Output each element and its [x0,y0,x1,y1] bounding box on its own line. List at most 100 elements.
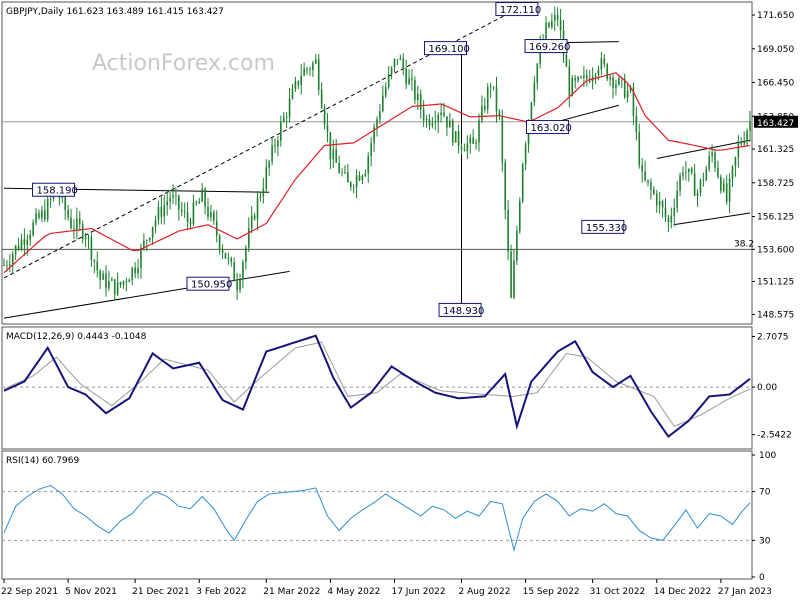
candle-body [43,210,46,220]
candle-body [431,123,434,126]
candle-body [46,199,49,220]
candle-body [379,111,381,120]
price-annotation: 150.950 [186,276,232,291]
price-tick-label: 161.325 [757,145,794,155]
candle-body [623,78,626,98]
x-tick-label: 15 Sep 2022 [523,587,580,597]
candle-body [373,127,375,144]
candle-body [530,102,533,121]
candle-body [699,179,702,193]
candle-body [317,59,320,90]
candle-body [134,267,136,274]
candle-body [315,59,317,64]
candle-body [661,201,664,208]
candle-body [87,237,90,239]
price-tick-label: 169.050 [757,45,794,55]
candle-body [274,144,276,147]
candle-body [169,197,171,202]
candle-body [664,207,667,218]
x-tick-label: 14 Dec 2022 [654,587,712,597]
price-panel-title: GBPJPY,Daily 161.623 163.489 161.415 163… [6,7,224,17]
candle-body [434,122,437,124]
candle-body [6,265,8,266]
price-annotation-label: 150.950 [191,280,232,291]
price-annotation-label: 169.260 [529,42,570,53]
candle-body [472,137,474,144]
candle-body [3,264,5,266]
candle-body [749,121,751,131]
candle-body [734,157,737,167]
candle-body [102,273,104,280]
candle-body [443,112,445,117]
candle-body [504,162,507,210]
candle-body [641,165,643,172]
candle-body [510,251,512,298]
candle-body [731,166,734,179]
x-tick-label: 5 Nov 2021 [65,587,117,597]
candle-body [559,19,562,31]
candle-body [743,141,745,144]
rsi-line [3,484,751,553]
candle-body [300,75,303,86]
candle-body [137,267,139,274]
candle-body [428,119,431,126]
candle-body [545,22,547,42]
candle-body [338,162,340,173]
candle-body [565,54,568,67]
macd-panel-title: MACD(12,26,9) 0.4443 -0.1048 [6,332,147,342]
rsi-tick-label: 70 [759,488,771,498]
candle-body [247,228,250,248]
candle-body [151,226,154,239]
candle-body [323,107,326,125]
price-annotation: 169.260 [524,39,570,54]
candle-body [67,209,69,218]
macd-tick-label: -2.5422 [757,431,792,441]
candle-body [451,120,454,143]
macd-axis: 2.7075 0.00 -2.5422 [752,332,792,441]
candle-body [416,93,419,100]
candle-body [265,167,268,189]
candle-body [460,146,463,150]
candle-body [402,58,405,69]
candle-body [370,143,372,156]
price-tick-label: 151.125 [757,277,794,287]
candle-body [122,281,125,285]
candle-body [297,80,300,86]
candle-body [352,187,355,188]
candle-body [29,234,32,240]
candle-body [347,172,349,183]
candle-body [580,76,582,78]
candle-body [690,168,693,174]
candle-body [131,267,134,281]
macd-signal-line [3,341,751,427]
candle-body [355,175,358,188]
candle-body [250,215,253,229]
candle-body [201,189,203,202]
candle-body [81,224,84,240]
candle-body [693,173,696,196]
candle-body [501,116,504,163]
price-annotation: 172.110 [495,2,541,17]
candle-body [658,201,661,206]
candle-body [259,196,262,198]
candle-body [218,235,221,250]
candle-body [676,190,678,208]
x-tick-label: 21 Mar 2022 [263,587,320,597]
candle-body [335,149,338,163]
candle-body [673,207,676,216]
candle-body [166,201,168,206]
candle-body [577,76,579,81]
candle-body [49,198,52,200]
candle-body [312,63,314,71]
candle-body [163,205,166,217]
candle-body [390,67,393,75]
candle-body [536,63,539,83]
candle-body [609,77,611,79]
x-tick-label: 31 Oct 2022 [590,587,646,597]
candle-body [175,194,177,196]
long-term-trendline [3,8,518,279]
candle-body [408,78,410,85]
candle-body [670,215,673,223]
candle-body [64,194,66,210]
